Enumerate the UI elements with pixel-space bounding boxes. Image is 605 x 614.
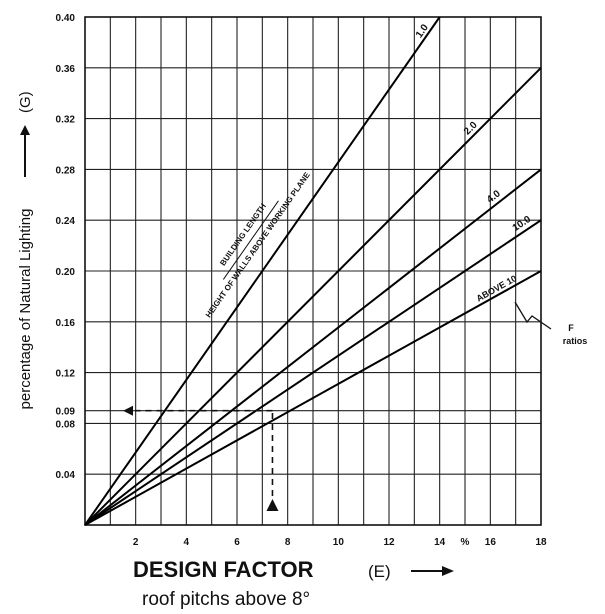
x-tick-label: 4 [184, 537, 190, 548]
y-tick-label: 0.32 [56, 115, 76, 126]
ratio-annotation-bar [222, 200, 279, 280]
series-label: 1.0 [414, 22, 431, 40]
x-tick-label: 18 [535, 537, 547, 548]
y-tick-label: 0.08 [56, 419, 76, 430]
series-line [84, 219, 542, 526]
y-axis-arrow-head [20, 125, 30, 135]
series-line [84, 67, 542, 526]
y-tick-label: 0.24 [56, 216, 76, 227]
x-axis-arrow-head [442, 566, 454, 576]
series-line [84, 270, 542, 526]
x-tick-label: 12 [383, 537, 395, 548]
y-tick-label: 0.09 [56, 407, 76, 418]
x-tick-label: 14 [434, 537, 446, 548]
ratio-annotation-line2: HEIGHT OF WALLS ABOVE WORKING PLANE [204, 170, 312, 319]
y-tick-label: 0.40 [56, 13, 76, 24]
grid [85, 17, 541, 525]
y-tick-label: 0.04 [56, 470, 76, 481]
ratio-callout-f: F [568, 323, 574, 333]
x-tick-label: 8 [285, 537, 291, 548]
x-tick-label: 16 [485, 537, 497, 548]
ratio-annotation: BUILDING LENGTH HEIGHT OF WALLS ABOVE WO… [204, 170, 312, 319]
y-axis-label: percentage of Natural Lighting [17, 209, 34, 410]
series-label: 4.0 [485, 188, 503, 205]
series-line [84, 168, 542, 526]
y-tick-label: 0.36 [56, 64, 76, 75]
x-axis-label: DESIGN FACTOR [133, 557, 314, 582]
y-tick-label: 0.12 [56, 369, 76, 380]
series-label: 10.0 [511, 214, 534, 234]
y-tick-labels: 0.04 0.080.09 0.12 0.16 0.20 0.24 0.28 0.32 0.36… [56, 13, 76, 481]
x-tick-labels: 2 4 6 8 10 12 14 16 18 [133, 537, 547, 548]
y-tick-label: 0.20 [56, 267, 76, 278]
y-axis-symbol: (G) [17, 91, 34, 113]
x-axis-symbol: (E) [368, 562, 391, 581]
x-tick-label: 6 [234, 537, 240, 548]
y-tick-label: 0.28 [56, 165, 76, 176]
x-percent-symbol: % [461, 537, 470, 548]
example-left-arrow [123, 405, 133, 416]
series-line [84, 16, 441, 526]
y-axis-title: percentage of Natural Lighting (G) [17, 91, 34, 409]
y-tick-label: 0.16 [56, 318, 76, 329]
example-path [123, 405, 279, 511]
x-axis-subtitle: roof pitchs above 8° [142, 589, 310, 610]
x-tick-label: 10 [333, 537, 345, 548]
ratio-callout-ratios: ratios [563, 336, 588, 346]
ratio-callout-pointer [514, 301, 552, 330]
x-tick-label: 2 [133, 537, 139, 548]
example-up-arrow [266, 499, 279, 511]
